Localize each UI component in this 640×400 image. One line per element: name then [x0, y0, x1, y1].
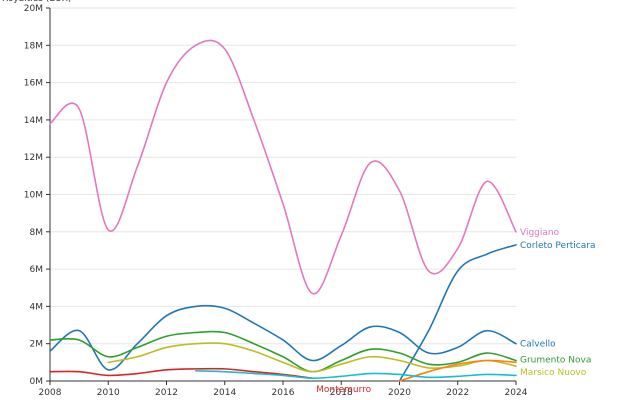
- y-tick-label: 0M: [30, 377, 44, 387]
- series-line-marsico-nuovo: [107, 342, 517, 373]
- series-line-viggiano: [49, 39, 517, 295]
- series-label-grumento-nova: Grumento Nova: [520, 355, 591, 365]
- series-label-marsico-nuovo: Marsico Nuovo: [520, 368, 587, 378]
- x-tick-label: 2008: [39, 388, 62, 398]
- x-tick-label: 2024: [505, 388, 528, 398]
- x-tick-label: 2012: [155, 388, 178, 398]
- y-tick-label: 8M: [30, 228, 44, 238]
- series-layer: [49, 39, 517, 382]
- series-line-montemurro: [49, 367, 313, 379]
- y-axis-title: Royalties (EUR): [2, 0, 71, 4]
- series-line-corleto-perticara: [398, 244, 517, 382]
- y-tick-label: 10M: [24, 191, 43, 201]
- y-tick-label: 2M: [30, 340, 44, 350]
- x-tick-label: 2018: [330, 388, 353, 398]
- label-layer: Viggiano Corleto Perticara Calvello Grument…: [316, 228, 595, 395]
- axis-layer: Royalties (EUR) 0M 2M 4M 6M 8M 10M 12M 14M 16M 18M…: [2, 0, 528, 398]
- y-tick-label: 12M: [24, 153, 43, 163]
- x-tick-label: 2014: [213, 388, 236, 398]
- y-tick-label: 16M: [24, 79, 43, 89]
- y-tick-label: 4M: [30, 302, 44, 312]
- y-tick-label: 18M: [24, 41, 43, 51]
- series-line-series-6: [398, 359, 517, 382]
- series-label-montemurro: Montemurro: [316, 385, 372, 395]
- x-tick-label: 2022: [446, 388, 469, 398]
- series-label-calvello: Calvello: [520, 340, 556, 350]
- series-line-calvello: [49, 304, 517, 371]
- y-tick-label: 20M: [24, 4, 43, 14]
- x-tick-label: 2010: [97, 388, 120, 398]
- y-tick-label: 6M: [30, 265, 44, 275]
- series-label-corleto-perticara: Corleto Perticara: [520, 241, 595, 251]
- series-line-grumento-nova: [49, 330, 517, 373]
- series-line-series-7: [194, 369, 517, 380]
- series-label-viggiano: Viggiano: [520, 228, 560, 238]
- x-tick-label: 2016: [272, 388, 295, 398]
- x-tick-label: 2020: [388, 388, 411, 398]
- y-tick-label: 14M: [24, 116, 43, 126]
- grid-layer: [50, 7, 516, 382]
